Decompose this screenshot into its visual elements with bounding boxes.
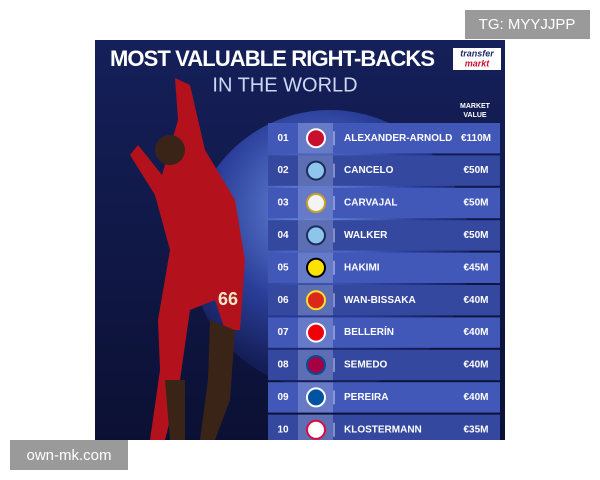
infographic: 66 MOST VALUABLE RIGHT-BACKS IN THE WORL… — [95, 40, 505, 440]
market-value: €50M — [463, 198, 488, 209]
rank: 07 — [277, 327, 289, 338]
rank: 10 — [277, 424, 289, 435]
rank: 09 — [277, 392, 289, 403]
watermark-box — [10, 440, 128, 470]
club-crest — [306, 128, 326, 149]
club-crest — [306, 290, 326, 311]
player-name: WAN-BISSAKA — [344, 295, 416, 306]
rank: 05 — [277, 262, 289, 273]
player-name: WALKER — [344, 230, 388, 241]
player-name: ALEXANDER-ARNOLD — [344, 133, 452, 144]
logo-box — [453, 48, 501, 70]
club-crest — [306, 387, 326, 408]
player-name: CANCELO — [344, 165, 394, 176]
club-crest — [306, 193, 326, 213]
club-crest — [306, 257, 326, 278]
market-value: €40M — [463, 360, 488, 371]
rank: 06 — [277, 295, 289, 306]
market-value: €50M — [463, 165, 488, 176]
watermark: TG: MYYJJPP — [479, 16, 576, 33]
watermark: own-mk.com — [26, 447, 111, 464]
player-name: BELLERÍN — [344, 325, 394, 338]
logo-line: markt — [465, 58, 491, 68]
rank: 08 — [277, 360, 289, 371]
market-value: €45M — [463, 262, 488, 273]
market-value: €50M — [463, 230, 488, 241]
club-crest — [306, 419, 326, 440]
logo-line: transfer — [460, 48, 494, 58]
table: 01 ALEXANDER-ARNOLD €110M 02 CANCELO €50M 03 CA… — [268, 123, 500, 440]
player: 66 — [130, 78, 245, 440]
club-crest — [306, 322, 326, 343]
watermark-box — [465, 10, 590, 39]
club-crest — [306, 160, 326, 181]
title: MOST VALUABLE RIGHT-BACKS — [110, 46, 435, 71]
club-crest — [306, 225, 326, 246]
player-name: HAKIMI — [344, 262, 380, 273]
player-name: KLOSTERMANN — [344, 424, 422, 435]
market-value: €110M — [461, 133, 491, 144]
club-crest — [306, 355, 326, 375]
column-label: VALUE — [463, 112, 487, 119]
market-value: €40M — [463, 295, 488, 306]
column-label: MARKET — [460, 103, 491, 110]
market-value: €40M — [463, 392, 488, 403]
market-value: €40M — [463, 327, 488, 338]
rank: 01 — [277, 133, 289, 144]
player-name: PEREIRA — [344, 392, 388, 403]
shirt-number: 66 — [218, 289, 238, 309]
rank: 02 — [277, 165, 289, 176]
rank: 03 — [277, 198, 289, 209]
rank: 04 — [277, 230, 289, 241]
subtitle: IN THE WORLD — [212, 74, 357, 96]
player-name: SEMEDO — [344, 360, 388, 371]
market-value: €35M — [463, 424, 488, 435]
player-name: CARVAJAL — [344, 198, 398, 209]
